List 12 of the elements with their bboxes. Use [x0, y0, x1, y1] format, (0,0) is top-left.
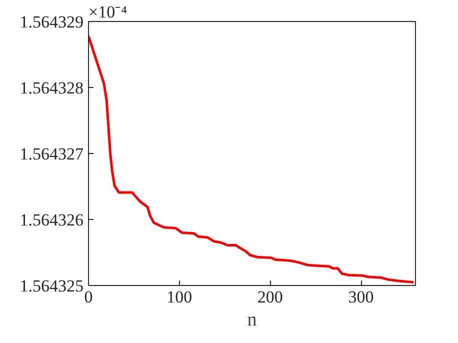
y-tick-label: 1.564329 — [20, 12, 84, 32]
x-tick-label: 300 — [348, 288, 374, 306]
annotation: ×10⁻⁴ — [88, 2, 128, 22]
y-tick-label: 1.564326 — [20, 210, 84, 230]
x-tick-label: 100 — [166, 288, 192, 306]
x-tick-label: 0 — [84, 288, 93, 306]
line-series — [88, 34, 415, 284]
x-axis-title: n — [247, 310, 258, 330]
y-tick-label: 1.564325 — [20, 276, 84, 296]
y-tick-label: 1.564328 — [20, 78, 84, 98]
x-tick-label: 200 — [257, 288, 283, 306]
y-tick-label: 1.564327 — [20, 144, 84, 164]
